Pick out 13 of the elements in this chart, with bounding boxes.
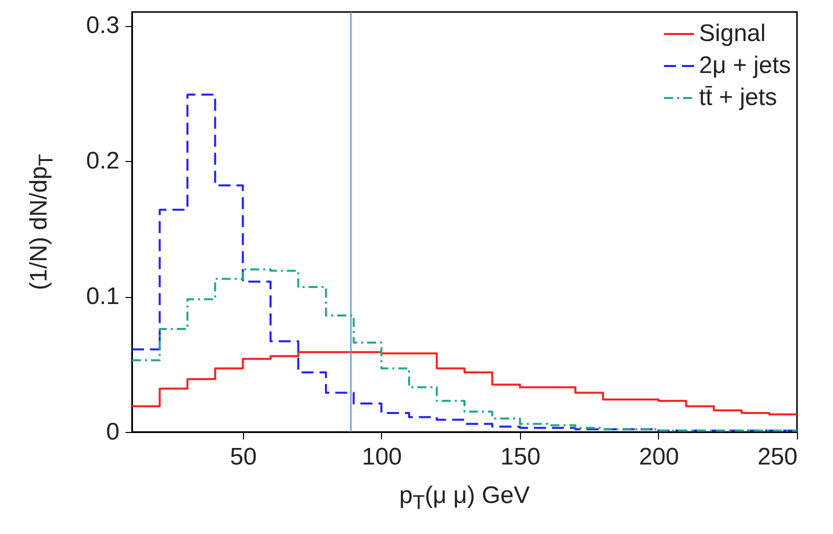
legend-label: 2μ + jets [699, 52, 791, 79]
x-tick-label: 150 [500, 444, 540, 470]
x-tick-label: 50 [230, 444, 257, 470]
x-axis-title: p$_{T}$(μ μ) GeV [399, 482, 530, 515]
y-tick-label: 0.1 [86, 283, 120, 310]
legend-label: tt̄ + jets [699, 84, 778, 111]
x-tick-label: 200 [638, 444, 679, 470]
y-tick-label: 0.2 [86, 148, 120, 175]
x-tick-label: 100 [362, 444, 402, 470]
y-tick-label: 0.3 [86, 12, 120, 40]
x-tick-label: 250 [757, 444, 798, 470]
legend-label: Signal [699, 20, 766, 47]
y-tick-label: 0 [106, 418, 120, 446]
